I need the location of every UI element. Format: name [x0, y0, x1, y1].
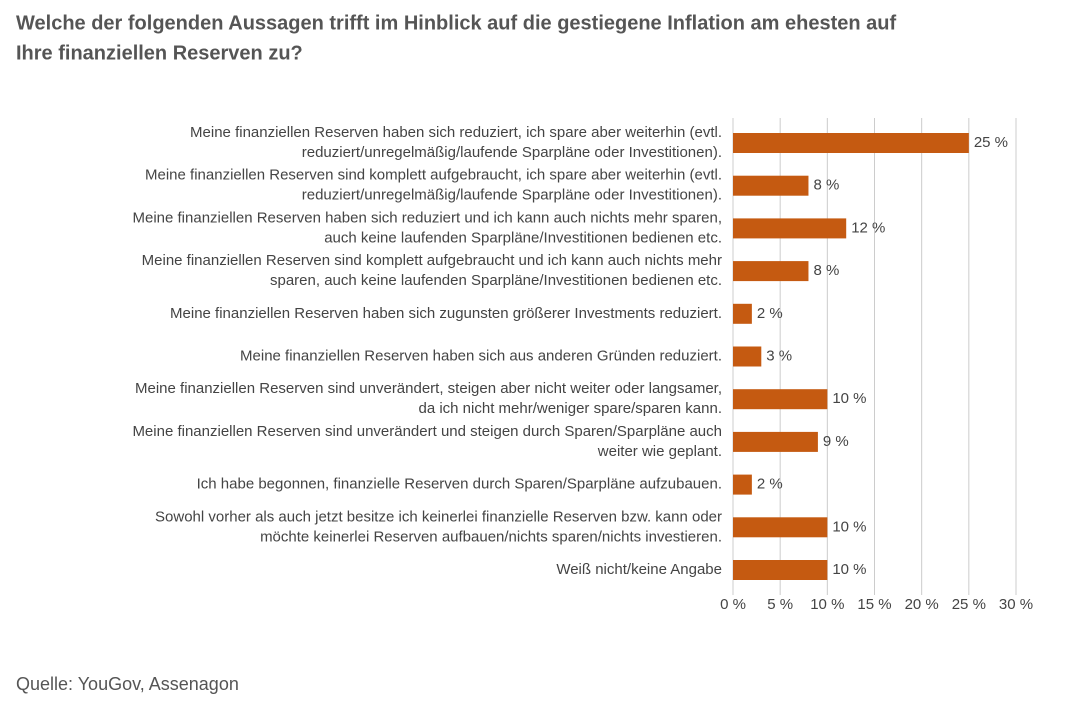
y-tick-label: Meine finanziellen Reserven sind unverän…	[132, 423, 722, 440]
bar	[733, 346, 762, 367]
bar	[733, 218, 847, 239]
value-label: 8 %	[813, 262, 839, 279]
y-tick-label: weiter wie geplant.	[597, 443, 722, 460]
bar	[733, 133, 969, 153]
y-tick-label: möchte keinerlei Reserven aufbauen/nicht…	[260, 528, 722, 545]
bar	[733, 560, 828, 580]
x-tick-label: 0 %	[720, 596, 746, 613]
x-tick-label: 30 %	[999, 596, 1033, 613]
chart-title: Welche der folgenden Aussagen trifft im …	[16, 12, 896, 34]
bar	[733, 175, 809, 196]
x-tick-label: 15 %	[857, 596, 891, 613]
chart-title: Ihre finanziellen Reserven zu?	[16, 42, 303, 64]
value-label: 25 %	[974, 134, 1008, 151]
value-label: 10 %	[832, 518, 866, 535]
y-tick-label: Meine finanziellen Reserven sind unverän…	[135, 380, 722, 397]
bar	[733, 474, 752, 495]
bar	[733, 431, 818, 452]
value-label: 2 %	[757, 305, 783, 322]
y-tick-label: reduziert/unregelmäßig/laufende Sparplän…	[302, 144, 722, 161]
x-tick-label: 20 %	[905, 596, 939, 613]
y-tick-label: auch keine laufenden Sparpläne/Investiti…	[324, 229, 722, 246]
y-tick-label: Meine finanziellen Reserven haben sich z…	[170, 305, 722, 322]
value-label: 3 %	[766, 347, 792, 364]
x-tick-label: 25 %	[952, 596, 986, 613]
y-tick-label: Meine finanziellen Reserven haben sich r…	[132, 209, 722, 226]
x-tick-label: 5 %	[767, 596, 793, 613]
y-tick-label: reduziert/unregelmäßig/laufende Sparplän…	[302, 187, 722, 204]
value-label: 9 %	[823, 433, 849, 450]
y-tick-label: Meine finanziellen Reserven sind komplet…	[145, 167, 722, 184]
x-tick-label: 10 %	[810, 596, 844, 613]
y-tick-label: sparen, auch keine laufenden Sparpläne/I…	[270, 272, 722, 289]
value-label: 2 %	[757, 476, 783, 493]
bar	[733, 303, 752, 324]
bar	[733, 389, 828, 410]
source: Quelle: YouGov, Assenagon	[16, 674, 239, 694]
bar	[733, 517, 828, 538]
y-tick-label: Ich habe begonnen, finanzielle Reserven …	[197, 476, 722, 493]
y-tick-label: Meine finanziellen Reserven haben sich r…	[190, 124, 722, 141]
y-tick-label: Meine finanziellen Reserven haben sich a…	[240, 347, 722, 364]
bar	[733, 261, 809, 282]
value-label: 8 %	[813, 177, 839, 194]
y-tick-label: Sowohl vorher als auch jetzt besitze ich…	[155, 508, 722, 525]
value-label: 12 %	[851, 219, 885, 236]
y-tick-label: da ich nicht mehr/weniger spare/sparen k…	[418, 400, 722, 417]
y-tick-label: Weiß nicht/keine Angabe	[556, 561, 722, 578]
value-label: 10 %	[832, 561, 866, 578]
value-label: 10 %	[832, 390, 866, 407]
y-tick-label: Meine finanziellen Reserven sind komplet…	[142, 252, 722, 269]
